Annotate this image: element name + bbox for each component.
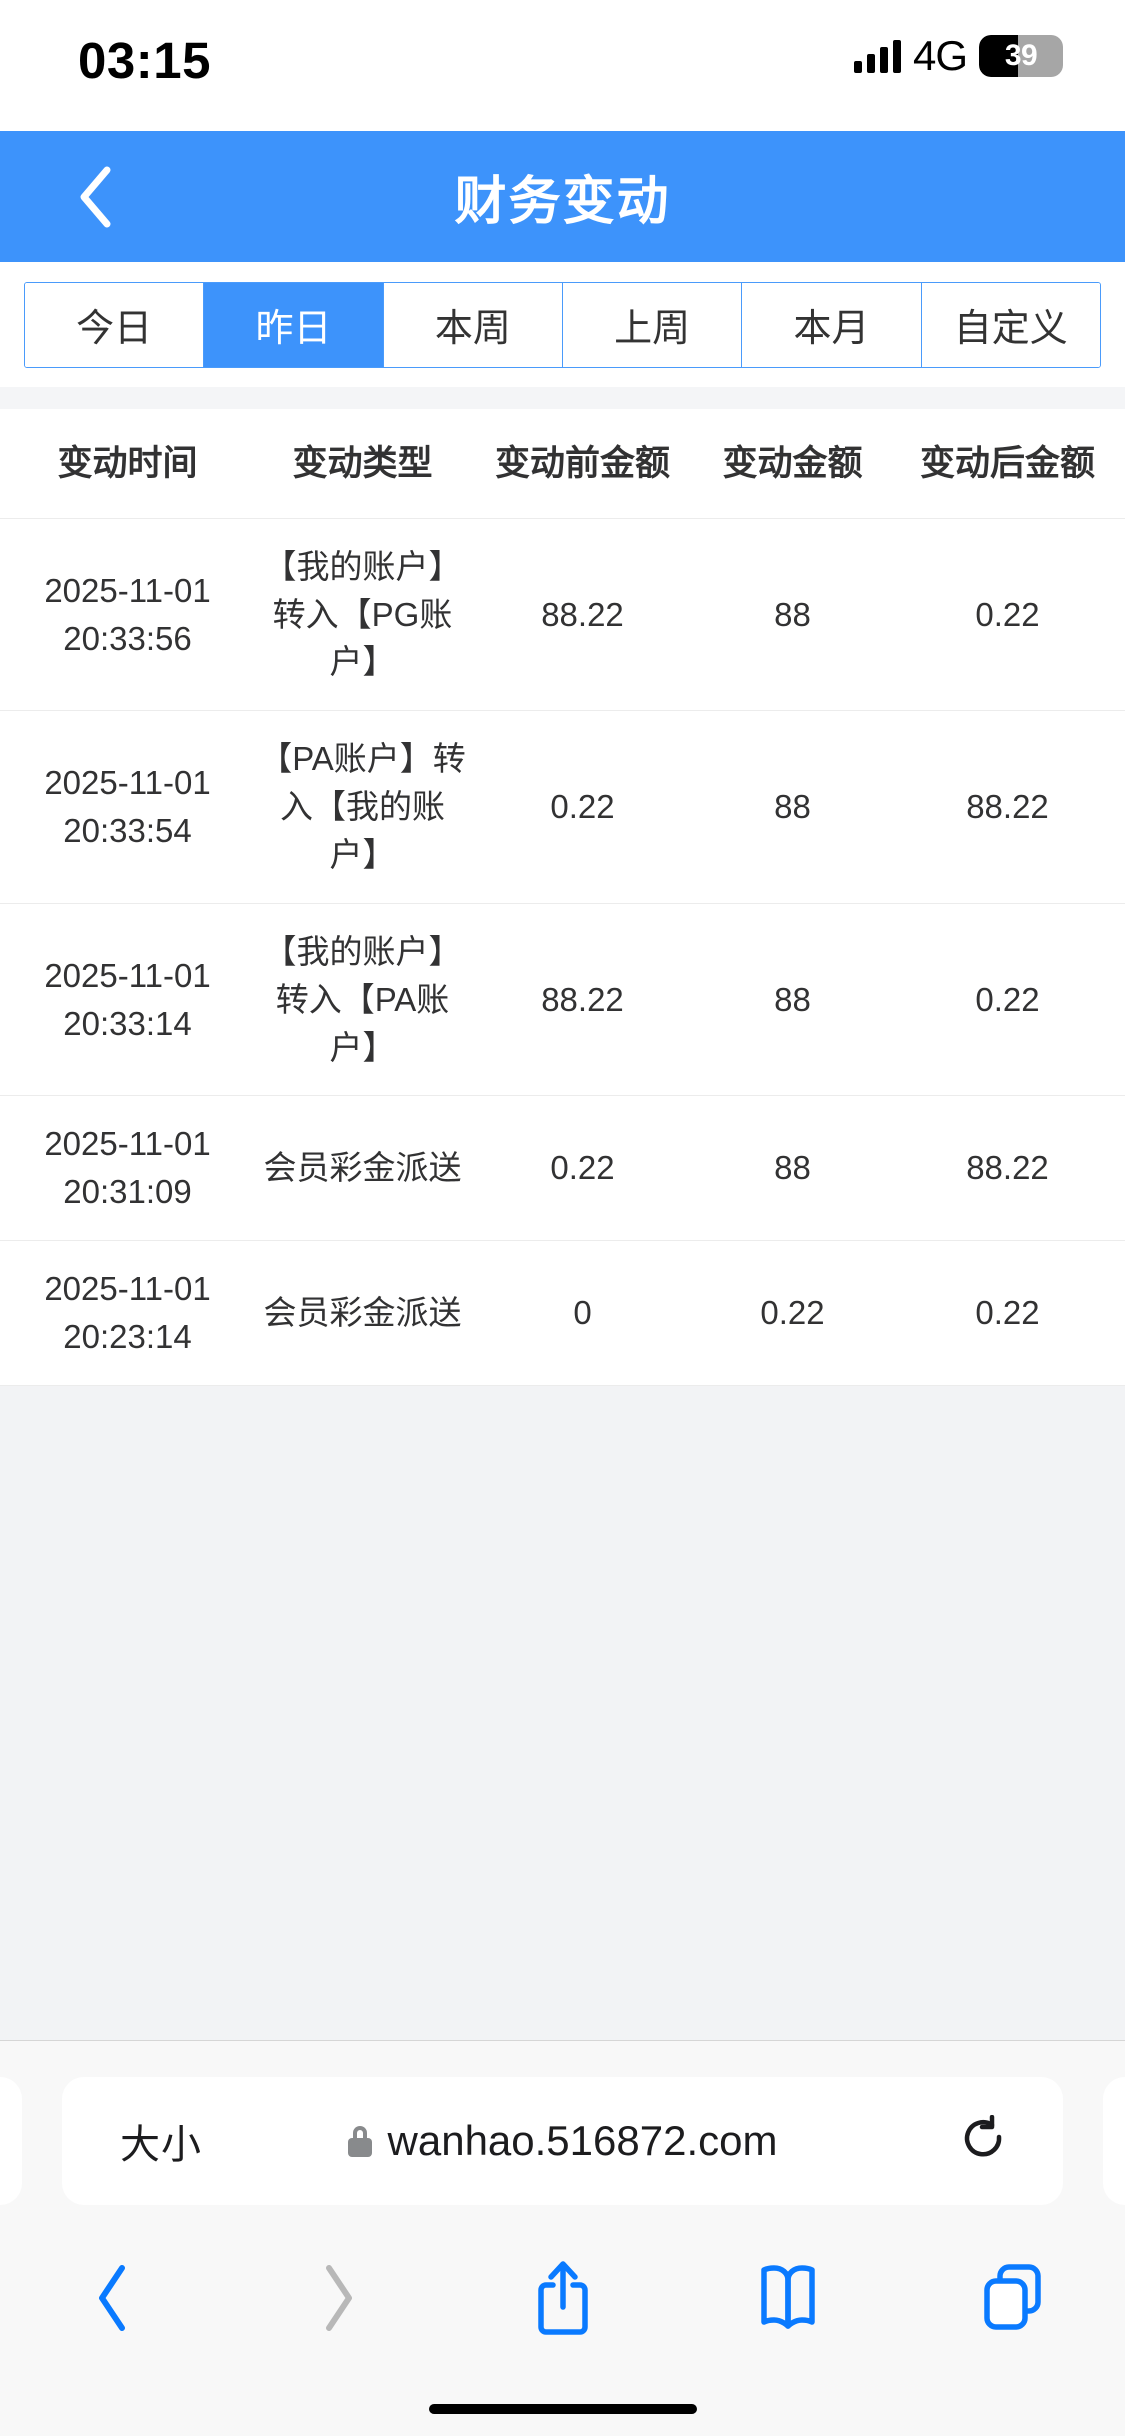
cell-amount: 0.22: [760, 1293, 825, 1331]
table-row[interactable]: 2025-11-01 20:33:56 【我的账户】转入【PG账户】 88.22 …: [0, 519, 1125, 712]
cell-time: 2025-11-01 20:23:14: [0, 1241, 255, 1385]
cell-amount: 88: [774, 980, 811, 1018]
network-type-label: 4G: [912, 32, 968, 79]
cell-clock: 20:33:14: [63, 1004, 192, 1042]
cell-date: 2025-11-01: [44, 571, 211, 609]
cell-after: 0.22: [975, 1293, 1040, 1331]
app-navbar: 财务变动: [0, 131, 1125, 262]
cell-type: 【我的账户】转入【PA账户】: [263, 932, 462, 1066]
chevron-left-icon: [80, 166, 111, 227]
column-header-type: 变动类型: [292, 444, 433, 483]
browser-toolbar: [0, 2238, 1125, 2358]
safari-bottom-bar: 大小 wanhao.516872.com: [0, 2040, 1125, 2436]
cell-before: 0.22: [550, 1149, 615, 1187]
bookmarks-button[interactable]: [675, 2238, 900, 2358]
status-indicators: 4G 39: [853, 30, 1063, 82]
tabs-button[interactable]: [900, 2238, 1125, 2358]
back-icon: [98, 2265, 125, 2331]
cell-after: 0.22: [975, 980, 1040, 1018]
table-header-row: 变动时间 变动类型 变动前金额 变动金额 变动后金额: [0, 409, 1125, 519]
cell-type: 【PA账户】转入【我的账户】: [259, 740, 466, 873]
cell-type: 【我的账户】转入【PG账户】: [263, 547, 462, 681]
cell-time: 2025-11-01 20:33:54: [0, 711, 255, 903]
cell-date: 2025-11-01: [44, 764, 211, 802]
text-size-button[interactable]: 大小: [120, 2123, 202, 2167]
table-top-separator: [0, 387, 1125, 409]
cell-amount: 88: [774, 788, 811, 826]
table-body: 2025-11-01 20:33:56 【我的账户】转入【PG账户】 88.22 …: [0, 519, 1125, 1386]
table-row[interactable]: 2025-11-01 20:23:14 会员彩金派送 0 0.22 0.22: [0, 1241, 1125, 1386]
cell-clock: 20:31:09: [63, 1173, 192, 1211]
cell-clock: 20:33:56: [63, 619, 192, 657]
battery-percent-label: 39: [1004, 39, 1038, 72]
cell-time: 2025-11-01 20:33:14: [0, 904, 255, 1096]
cell-type: 会员彩金派送: [263, 1149, 462, 1187]
cell-before: 88.22: [541, 595, 624, 633]
tab-today[interactable]: 今日: [25, 282, 205, 367]
back-button[interactable]: [40, 131, 150, 262]
cell-date: 2025-11-01: [44, 1270, 211, 1308]
cell-amount: 88: [774, 595, 811, 633]
cell-after: 0.22: [975, 595, 1040, 633]
next-tab-edge[interactable]: [1103, 2077, 1125, 2205]
forward-icon: [325, 2265, 352, 2331]
cell-date: 2025-11-01: [44, 1125, 211, 1163]
tab-yesterday[interactable]: 昨日: [204, 282, 384, 367]
share-button[interactable]: [450, 2238, 675, 2358]
date-filter-bar: 今日 昨日 本周 上周 本月 自定义: [0, 262, 1125, 387]
cell-clock: 20:23:14: [63, 1317, 192, 1355]
reload-button[interactable]: [961, 2077, 1007, 2205]
column-header-after: 变动后金额: [919, 444, 1095, 483]
cell-before: 0.22: [550, 788, 615, 826]
table-row[interactable]: 2025-11-01 20:33:14 【我的账户】转入【PA账户】 88.22 …: [0, 904, 1125, 1097]
cell-amount: 88: [774, 1149, 811, 1187]
reload-icon: [964, 2115, 1002, 2157]
status-time: 03:15: [78, 32, 211, 89]
cell-before: 88.22: [541, 980, 624, 1018]
empty-list-area: [0, 1386, 1125, 2040]
table-row[interactable]: 2025-11-01 20:31:09 会员彩金派送 0.22 88 88.22: [0, 1096, 1125, 1242]
battery-fill: [979, 35, 1018, 77]
cell-clock: 20:33:54: [63, 812, 192, 850]
signal-bars-icon: [853, 39, 901, 73]
lock-icon: [347, 2125, 372, 2157]
column-header-before: 变动前金额: [494, 444, 670, 483]
transactions-table: 变动时间 变动类型 变动前金额 变动金额 变动后金额 2025-11-01 20:…: [0, 409, 1125, 1386]
cell-before: 0: [573, 1293, 592, 1331]
cell-after: 88.22: [966, 788, 1049, 826]
column-header-time: 变动时间: [57, 444, 198, 483]
share-icon: [537, 2261, 588, 2335]
tab-last-week[interactable]: 上周: [562, 282, 743, 367]
table-header: 变动时间 变动类型 变动前金额 变动金额 变动后金额: [0, 409, 1125, 519]
column-header-amount: 变动金额: [722, 444, 863, 483]
cell-type: 会员彩金派送: [263, 1293, 462, 1331]
date-filter-tabs: 今日 昨日 本周 上周 本月 自定义: [24, 281, 1101, 368]
home-indicator: [428, 2404, 697, 2414]
url-display: wanhao.516872.com: [347, 2117, 778, 2165]
table-row[interactable]: 2025-11-01 20:33:54 【PA账户】转入【我的账户】 0.22 8…: [0, 711, 1125, 904]
tabs-icon: [983, 2264, 1041, 2330]
cell-after: 88.22: [966, 1149, 1049, 1187]
status-bar: 03:15 4G 39: [0, 0, 1125, 131]
address-bar[interactable]: 大小 wanhao.516872.com: [62, 2077, 1063, 2205]
page-title: 财务变动: [454, 173, 671, 231]
cell-date: 2025-11-01: [44, 956, 211, 994]
url-bar-row: 大小 wanhao.516872.com: [0, 2077, 1125, 2205]
forward-button[interactable]: [225, 2238, 450, 2358]
previous-tab-edge[interactable]: [0, 2077, 22, 2205]
tab-custom[interactable]: 自定义: [921, 282, 1100, 367]
bookmarks-icon: [760, 2265, 815, 2329]
back-button[interactable]: [0, 2238, 225, 2358]
cell-time: 2025-11-01 20:33:56: [0, 519, 255, 711]
cell-time: 2025-11-01 20:31:09: [0, 1096, 255, 1240]
battery-icon: 39: [979, 35, 1063, 77]
url-text: wanhao.516872.com: [387, 2117, 778, 2164]
tab-this-month[interactable]: 本月: [742, 282, 922, 367]
tab-this-week[interactable]: 本周: [383, 282, 563, 367]
